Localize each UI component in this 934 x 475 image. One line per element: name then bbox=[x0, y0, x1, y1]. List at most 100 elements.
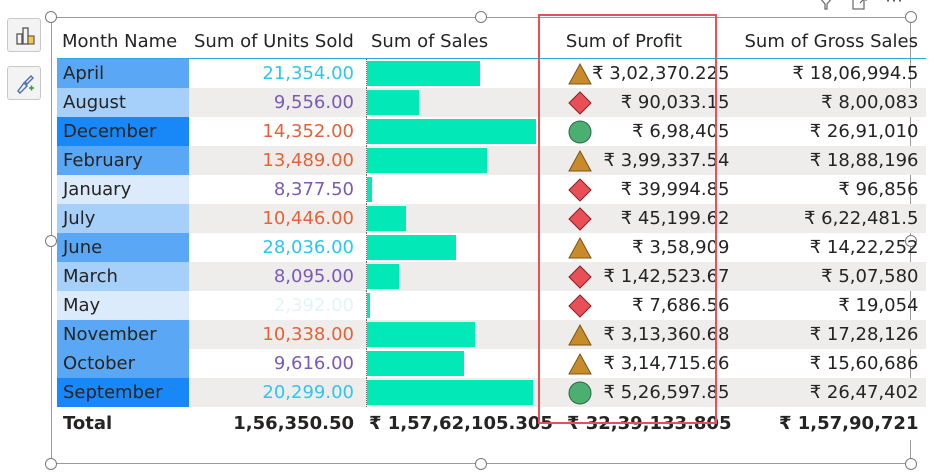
profit-value: ₹ 1,42,523.67 bbox=[603, 265, 730, 287]
triangle-icon bbox=[568, 236, 592, 258]
cell-sales bbox=[366, 261, 561, 291]
resize-handle[interactable] bbox=[45, 11, 57, 23]
diamond-icon bbox=[568, 90, 592, 115]
cell-profit: ₹ 5,26,597.85 bbox=[560, 377, 740, 407]
table-row[interactable]: October 9,616.00 ₹ 3,14,715.66 ₹ 15,60,686 bbox=[57, 348, 926, 378]
profit-value: ₹ 45,199.62 bbox=[620, 207, 730, 229]
cell-profit: ₹ 3,58,909 bbox=[561, 233, 740, 262]
cell-profit: ₹ 6,98,405 bbox=[561, 117, 740, 146]
more-options-icon[interactable]: ⋯ bbox=[885, 0, 903, 11]
focus-mode-icon[interactable] bbox=[851, 0, 869, 11]
cell-profit: ₹ 3,99,337.54 bbox=[560, 145, 740, 175]
cell-units: 8,095.00 bbox=[189, 261, 366, 291]
cell-profit: ₹ 3,13,360.68 bbox=[560, 319, 740, 349]
table-row[interactable]: September 20,299.00 ₹ 5,26,597.85 ₹ 26,47,4… bbox=[57, 377, 927, 407]
diamond-icon bbox=[568, 177, 592, 202]
profit-value: ₹ 3,13,360.68 bbox=[603, 323, 730, 345]
cell-profit: ₹ 1,42,523.67 bbox=[560, 261, 740, 291]
cell-sales bbox=[366, 145, 561, 175]
resize-handle[interactable] bbox=[475, 458, 487, 470]
cell-gross: ₹ 15,60,686 bbox=[809, 352, 919, 374]
sales-bar bbox=[367, 147, 487, 173]
table-row[interactable]: June 28,036.00 ₹ 3,58,909 ₹ 14,22,252 bbox=[57, 232, 926, 262]
profit-value: ₹ 3,14,715.66 bbox=[603, 352, 730, 374]
cell-gross: ₹ 19,054 bbox=[838, 294, 919, 316]
cell-profit: ₹ 45,199.62 bbox=[560, 203, 740, 233]
table-row[interactable]: January 8,377.50 ₹ 39,994.85 ₹ 96,856 bbox=[57, 174, 926, 204]
sales-bar bbox=[367, 118, 536, 144]
table-row[interactable]: December 14,352.00 ₹ 6,98,405 ₹ 26,91,010 bbox=[57, 116, 926, 146]
sales-bar bbox=[367, 379, 533, 405]
triangle-icon bbox=[568, 352, 592, 374]
cell-profit: ₹ 90,033.15 bbox=[560, 87, 740, 117]
column-header-sales[interactable]: Sum of Sales bbox=[366, 24, 561, 59]
cell-gross: ₹ 6,22,481.5 bbox=[739, 203, 927, 233]
profit-value: ₹ 90,033.15 bbox=[620, 91, 730, 113]
cell-units: 8,377.50 bbox=[273, 178, 354, 200]
cell-sales bbox=[366, 377, 561, 407]
table-row[interactable]: February 13,489.00 ₹ 3,99,337.54 ₹ 18,88,19… bbox=[57, 145, 927, 175]
diamond-icon bbox=[568, 293, 592, 318]
total-profit: ₹ 32,39,133.805 bbox=[560, 406, 740, 440]
cell-sales bbox=[366, 319, 561, 349]
cell-units: 14,352.00 bbox=[262, 120, 354, 142]
cell-month: April bbox=[57, 58, 189, 88]
sales-bar bbox=[367, 205, 406, 231]
sales-bar bbox=[367, 176, 372, 202]
sales-bar bbox=[367, 234, 456, 260]
column-header-units[interactable]: Sum of Units Sold bbox=[189, 24, 366, 59]
column-header-gross[interactable]: Sum of Gross Sales bbox=[739, 24, 927, 59]
table-row[interactable]: July 10,446.00 ₹ 45,199.62 ₹ 6,22,481.5 bbox=[57, 203, 927, 233]
cell-month: February bbox=[57, 145, 189, 175]
format-visual-button[interactable] bbox=[7, 66, 41, 100]
total-label: Total bbox=[57, 406, 189, 440]
visual-build-icon bbox=[16, 27, 35, 45]
cell-profit: ₹ 39,994.85 bbox=[561, 175, 740, 204]
triangle-icon bbox=[568, 62, 592, 85]
total-gross: ₹ 1,57,90,721 bbox=[739, 406, 927, 440]
cell-profit: ₹ 3,02,370.225 bbox=[561, 59, 740, 88]
cell-month: November bbox=[57, 319, 189, 349]
cell-month: July bbox=[57, 203, 189, 233]
profit-value: ₹ 7,686.56 bbox=[632, 294, 730, 316]
cell-month: December bbox=[57, 116, 189, 146]
diamond-icon bbox=[568, 264, 592, 289]
resize-handle[interactable] bbox=[905, 235, 917, 247]
table-row[interactable]: August 9,556.00 ₹ 90,033.15 ₹ 8,00,083 bbox=[57, 87, 927, 117]
cell-month: May bbox=[57, 290, 189, 320]
column-header-profit[interactable]: Sum of Profit bbox=[560, 24, 740, 59]
cell-month: August bbox=[57, 87, 189, 117]
cell-gross: ₹ 26,91,010 bbox=[809, 120, 919, 142]
column-header-month[interactable]: Month Name bbox=[57, 24, 189, 59]
sales-bar bbox=[367, 321, 475, 347]
cell-sales bbox=[366, 116, 561, 146]
cell-sales bbox=[366, 59, 561, 88]
profit-value: ₹ 3,99,337.54 bbox=[603, 149, 730, 171]
triangle-icon bbox=[568, 323, 592, 345]
table-row[interactable]: May 2,392.00 ₹ 7,686.56 ₹ 19,054 bbox=[57, 290, 926, 320]
resize-handle[interactable] bbox=[45, 235, 57, 247]
cell-units: 20,299.00 bbox=[189, 377, 366, 407]
diamond-icon bbox=[568, 206, 592, 231]
cell-gross: ₹ 26,47,402 bbox=[739, 377, 927, 407]
table-row[interactable]: April 21,354.00 ₹ 3,02,370.225 ₹ 18,06,994.… bbox=[57, 58, 926, 88]
resize-handle[interactable] bbox=[45, 458, 57, 470]
table-row[interactable]: March 8,095.00 ₹ 1,42,523.67 ₹ 5,07,580 bbox=[57, 261, 927, 291]
resize-handle[interactable] bbox=[905, 11, 917, 23]
profit-value: ₹ 3,58,909 bbox=[632, 236, 730, 258]
sales-bar bbox=[367, 61, 480, 86]
cell-gross: ₹ 96,856 bbox=[838, 178, 919, 200]
table-row[interactable]: November 10,338.00 ₹ 3,13,360.68 ₹ 17,28,12… bbox=[57, 319, 927, 349]
profit-value: ₹ 5,26,597.85 bbox=[603, 381, 730, 403]
circle-icon bbox=[568, 381, 592, 404]
cell-gross: ₹ 5,07,580 bbox=[739, 261, 927, 291]
build-visual-button[interactable] bbox=[7, 18, 41, 52]
cell-month: January bbox=[57, 174, 189, 204]
matrix-table: Month Name Sum of Units Sold Sum of Sale… bbox=[57, 24, 927, 440]
cell-units: 2,392.00 bbox=[273, 294, 354, 316]
resize-handle[interactable] bbox=[905, 458, 917, 470]
filter-icon[interactable] bbox=[818, 0, 834, 11]
sales-bar bbox=[367, 350, 464, 376]
resize-handle[interactable] bbox=[475, 11, 487, 23]
profit-value: ₹ 6,98,405 bbox=[632, 120, 730, 142]
